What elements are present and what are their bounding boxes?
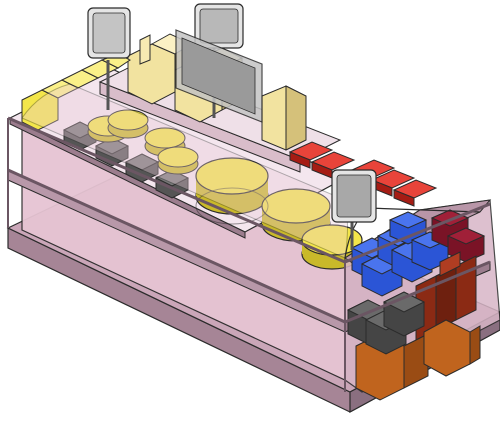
price-sign-icon <box>175 3 263 123</box>
small-butter-blocks <box>21 53 131 131</box>
small-cheese-wheels <box>87 109 199 175</box>
price-sign-icon <box>87 7 131 110</box>
dark-lower-blocks <box>346 291 426 355</box>
price-sign-icon <box>331 169 377 250</box>
counter-rails <box>7 116 491 392</box>
bottom-crates <box>355 319 481 401</box>
